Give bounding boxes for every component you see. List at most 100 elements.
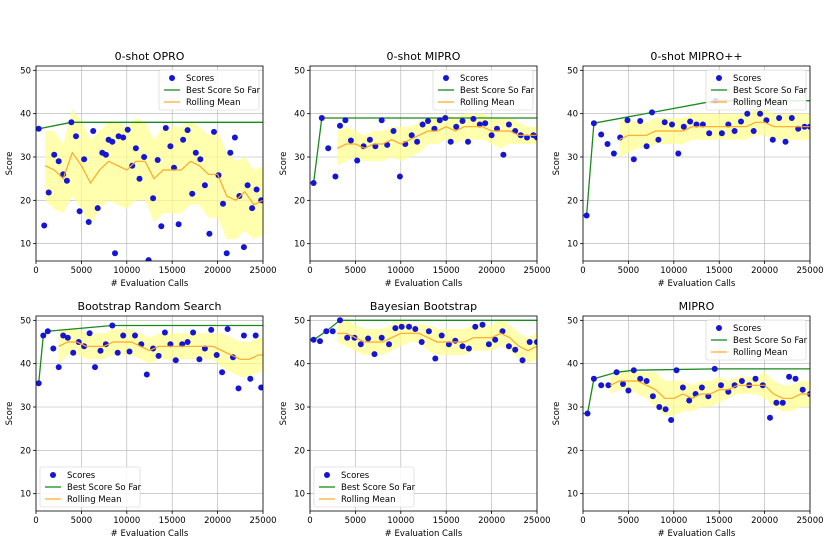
x-tick-label: 25000 [796,516,823,526]
score-point [150,195,157,202]
score-point [669,121,675,128]
score-point [36,380,42,387]
score-point [782,138,789,145]
score-point [767,414,773,421]
x-tick-label: 5000 [345,266,367,276]
score-point [643,143,650,150]
score-point [224,326,231,332]
score-point [332,173,339,180]
score-point [718,382,724,389]
score-point [799,386,806,393]
score-point [141,154,148,160]
x-tick-label: 5000 [71,266,93,276]
score-point [752,375,759,382]
score-point [342,117,349,124]
x-axis-label: # Evaluation Calls [385,529,463,539]
legend-box [313,466,415,508]
legend: Scores Best Score So Far Rolling Mean [158,69,261,111]
y-tick-label: 20 [294,446,305,456]
score-point [208,326,215,333]
score-point [184,339,191,345]
x-tick-label: 25000 [523,516,550,526]
legend-rolling-label: Rolling Mean [460,98,514,108]
x-axis-label: # Evaluation Calls [658,529,736,539]
y-tick-label: 30 [294,153,305,163]
legend-scores-label: Scores [67,471,96,481]
score-point [470,115,477,122]
y-axis-label: Score [279,152,289,176]
score-point [705,393,712,400]
score-point [112,250,118,257]
score-point [499,328,506,335]
score-point [649,393,656,400]
score-point [500,151,507,158]
legend-scores-label: Scores [460,74,489,84]
y-tick-label: 10 [20,240,31,250]
score-point [406,323,412,330]
y-axis-label: Score [279,402,289,426]
score-point [317,338,323,345]
y-tick-label: 40 [567,360,578,370]
score-point [206,230,213,237]
score-point [81,156,88,163]
score-point [512,346,519,353]
score-point [610,150,617,157]
score-point [744,110,751,117]
score-point [64,334,71,341]
score-point [68,119,75,126]
score-point [649,109,655,116]
score-point [366,136,373,143]
score-point [485,341,492,348]
x-tick-label: 15000 [706,266,733,276]
score-point [51,151,58,158]
y-tick-label: 20 [20,196,31,206]
legend: Scores Best Score So Far Rolling Mean [313,466,416,508]
axes-frame [35,315,264,512]
y-tick-label: 10 [567,490,578,500]
score-point [655,136,662,143]
legend-scores-marker [443,75,449,81]
score-point [252,332,259,339]
y-tick-label: 20 [20,446,31,456]
score-point [126,348,133,355]
score-point [192,149,199,156]
x-tick-label: 15000 [159,516,186,526]
score-point [70,349,77,356]
score-point [725,121,732,128]
score-point [231,134,238,141]
legend-scores-label: Scores [733,74,762,84]
score-point [132,145,139,152]
legend-scores-marker [716,325,722,331]
legend-scores-marker [169,75,175,81]
score-point [699,121,706,128]
x-tick-label: 20000 [204,516,231,526]
chart-title: 0-shot OPRO [115,50,185,63]
score-point [354,157,361,164]
rolling-mean-line [336,126,537,149]
score-point [661,119,668,126]
score-point [55,158,62,165]
score-point [465,138,471,145]
score-point [171,164,177,171]
x-tick-label: 0 [580,516,585,526]
y-tick-label: 10 [294,490,305,500]
x-tick-label: 5000 [71,516,93,526]
x-tick-label: 10000 [660,516,687,526]
chart-panel: 0 5000 10000 15000 20000 25000 10 20 30 40 50 0-sho… [552,50,824,289]
legend-box [39,466,141,508]
axes-frame [582,315,811,512]
chart-panel: 0 5000 10000 15000 20000 25000 10 20 30 40 50 0-sho… [5,50,277,289]
y-tick-label: 50 [20,66,31,76]
legend-best-label: Best Score So Far [733,336,808,346]
score-point [136,175,143,182]
score-point [55,364,62,371]
y-tick-label: 40 [294,360,305,370]
legend-box [705,319,807,361]
legend-rolling-label: Rolling Mean [733,348,787,358]
score-point [201,345,208,352]
score-point [120,332,127,339]
y-tick-label: 20 [567,446,578,456]
x-tick-label: 0 [33,516,38,526]
score-point [76,208,83,215]
legend-rolling-label: Rolling Mean [186,98,240,108]
